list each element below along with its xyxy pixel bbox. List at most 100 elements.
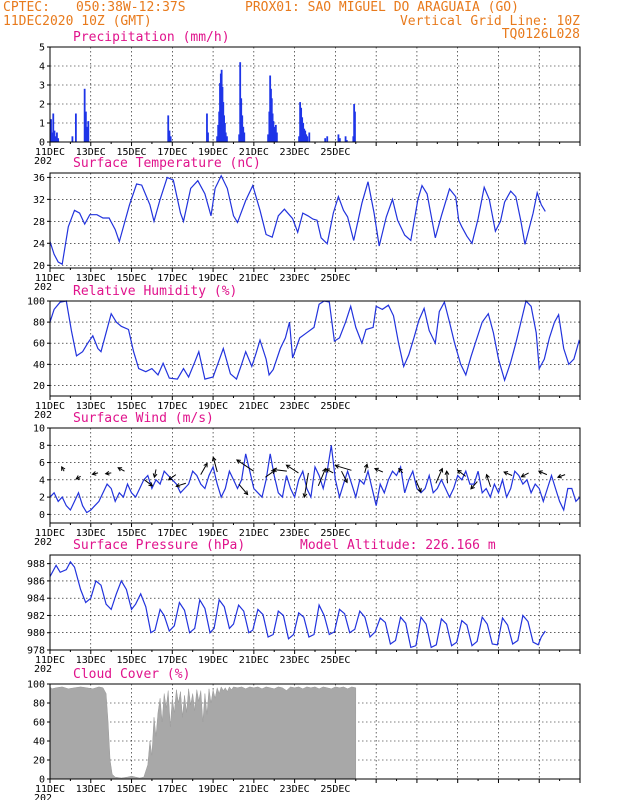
- precip-bar: [301, 117, 304, 142]
- panel-cloud: 0 20 40 60 80 100 11DEC 13DEC 15DEC 17DEC 19DEC 21D…: [27, 667, 581, 800]
- y-tick-label: 988: [27, 559, 45, 570]
- precip-bar: [74, 113, 77, 142]
- precip-bar: [87, 121, 90, 142]
- x-tick-label: 17DEC: [157, 655, 187, 666]
- wind-arrow-head: [272, 467, 278, 473]
- precip-bar: [51, 132, 53, 142]
- precip-bar: [71, 136, 74, 142]
- wind-arrow: [503, 471, 513, 476]
- y-tick-label: 20: [33, 756, 45, 767]
- wind-arrow-shaft: [144, 479, 153, 487]
- panel-frame: [49, 46, 581, 143]
- wind-arrow-shaft: [200, 463, 208, 475]
- y-tick-label: 24: [33, 239, 45, 250]
- wind-arrow: [117, 467, 125, 472]
- precip-bar: [53, 130, 56, 142]
- header-grid-note: Vertical Grid Line: 10Z: [400, 14, 580, 29]
- x-tick-label: 15DEC: [116, 273, 146, 284]
- precip-bar: [57, 138, 60, 142]
- y-tick-label: 5: [39, 43, 45, 54]
- x-tick-label: 19DEC: [198, 147, 228, 158]
- wind-arrow-head: [104, 470, 110, 476]
- wind-arrow: [415, 480, 422, 493]
- panel-frame: [49, 300, 581, 397]
- wind-arrow: [238, 483, 249, 496]
- wind-arrow-shaft: [317, 468, 326, 487]
- wind-arrow-head: [444, 470, 450, 476]
- wind-arrow: [537, 470, 548, 476]
- wind-arrow-shaft: [168, 474, 177, 481]
- y-tick-label: 978: [27, 646, 45, 657]
- wind-arrow-shaft: [286, 464, 299, 474]
- y-tick-label: 984: [27, 594, 45, 605]
- wind-arrow-shaft: [470, 481, 478, 490]
- x-tick-label: 15DEC: [116, 784, 146, 795]
- wind-arrow-head: [438, 467, 444, 473]
- wind-arrow-head: [417, 487, 422, 493]
- temp-series-line: [49, 174, 546, 266]
- wind-arrow-shaft: [557, 474, 566, 478]
- x-tick-label: 11DEC: [35, 147, 65, 158]
- x-tick-label: 21DEC: [239, 273, 269, 284]
- y-tick-label: 982: [27, 611, 45, 622]
- wind-arrow-shaft: [415, 480, 422, 493]
- x-tick-label: 23DEC: [280, 784, 310, 795]
- wind-arrow-head: [203, 462, 208, 468]
- precip-bar: [306, 136, 309, 142]
- y-tick-label: 20: [33, 261, 45, 272]
- y-tick-label: 10: [33, 424, 45, 435]
- precip-bar: [326, 136, 329, 142]
- panel-title: Relative Humidity (%): [73, 284, 237, 299]
- wind-arrow: [334, 464, 352, 471]
- wind-arrow-shaft: [176, 482, 186, 487]
- wind-arrow-shaft: [335, 465, 352, 471]
- wind-arrow: [236, 459, 254, 472]
- precip-bar: [337, 134, 340, 142]
- x-tick-label: 17DEC: [157, 147, 187, 158]
- header-source: CPTEC:: [3, 0, 50, 15]
- precip-bar: [56, 132, 58, 142]
- precip-bar: [217, 124, 220, 142]
- x-tick-label: 11DEC: [35, 528, 65, 539]
- y-tick-label: 4: [39, 475, 45, 486]
- x-tick-label: 21DEC: [239, 655, 269, 666]
- wind-arrow-shaft: [435, 468, 443, 484]
- precip-bar: [344, 136, 347, 142]
- precip-bar: [169, 136, 172, 142]
- panel-title: Surface Wind (m/s): [73, 411, 214, 426]
- y-tick-label: 0: [39, 775, 45, 786]
- year-label: 202: [34, 664, 52, 675]
- panel-title: Cloud Cover (%): [73, 667, 190, 682]
- x-tick-label: 23DEC: [280, 528, 310, 539]
- x-tick-label: 15DEC: [116, 528, 146, 539]
- year-label: 202: [34, 156, 52, 167]
- x-tick-label: 21DEC: [239, 784, 269, 795]
- wind-arrow-shaft: [341, 470, 348, 483]
- precip-bar: [274, 124, 277, 142]
- y-tick-label: 100: [27, 680, 45, 691]
- wind-arrow-shaft: [457, 469, 467, 477]
- wind-arrow-head: [363, 463, 369, 469]
- x-tick-label: 21DEC: [239, 147, 269, 158]
- y-tick-label: 8: [39, 441, 45, 452]
- y-tick-label: 1: [39, 119, 45, 130]
- wind-arrow-shaft: [273, 468, 287, 472]
- x-tick-label: 17DEC: [157, 273, 187, 284]
- wind-arrow-head: [537, 470, 543, 475]
- y-tick-label: 6: [39, 458, 45, 469]
- wind-arrow-head: [117, 467, 123, 472]
- y-tick-label: 2: [39, 493, 45, 504]
- wind-arrow: [167, 474, 177, 481]
- y-tick-label: 60: [33, 339, 45, 350]
- x-tick-label: 21DEC: [239, 528, 269, 539]
- wind-arrow-head: [236, 459, 241, 464]
- x-tick-label: 17DEC: [157, 784, 187, 795]
- precip-bar: [83, 88, 86, 142]
- precip-bar: [84, 111, 87, 142]
- precip-bar: [206, 113, 208, 142]
- wind-arrow: [75, 475, 81, 480]
- header-run-date: 11DEC2020 10Z (GMT): [3, 14, 152, 29]
- x-tick-label: 13DEC: [76, 401, 106, 412]
- x-tick-label: 17DEC: [157, 401, 187, 412]
- rh-series-line: [49, 299, 581, 383]
